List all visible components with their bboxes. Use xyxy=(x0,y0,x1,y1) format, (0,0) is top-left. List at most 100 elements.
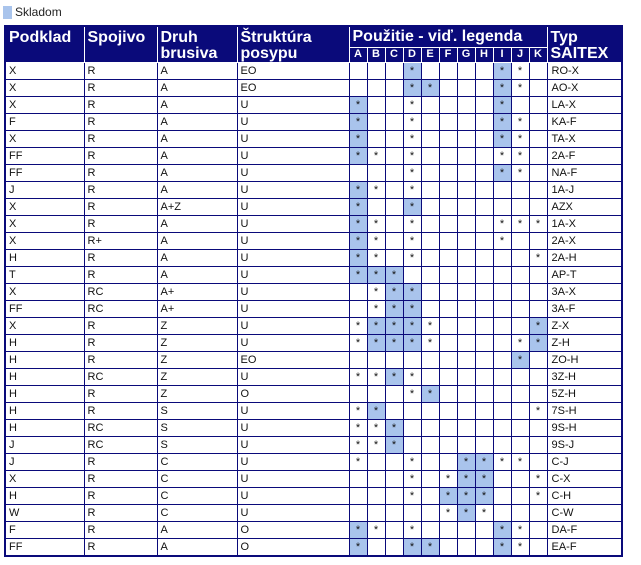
cell-druh-brusiva: A xyxy=(156,181,238,199)
cell-podklad: H xyxy=(4,487,85,505)
cell-usage-b xyxy=(366,538,386,557)
cell-usage-i: * xyxy=(492,62,512,80)
cell-usage-b: * xyxy=(366,147,386,165)
cell-usage-h xyxy=(474,334,494,352)
cell-usage-i xyxy=(492,402,512,420)
cell-usage-f xyxy=(438,62,458,80)
cell-druh-brusiva: S xyxy=(156,419,238,437)
table-row: H R A U * * * * 2A-H xyxy=(4,249,623,267)
cell-typ-saitex: 1A-J xyxy=(546,181,623,199)
cell-druh-brusiva: A xyxy=(156,96,238,114)
cell-podklad: X xyxy=(4,62,85,80)
cell-usage-h xyxy=(474,164,494,182)
cell-struktura-posypu: U xyxy=(236,453,350,471)
cell-spojivo: R xyxy=(83,504,158,522)
cell-usage-k xyxy=(528,283,548,301)
cell-usage-k: * xyxy=(528,215,548,233)
cell-usage-b: * xyxy=(366,181,386,199)
cell-usage-a: * xyxy=(348,181,368,199)
cell-podklad: F xyxy=(4,113,85,131)
legend-label: Skladom xyxy=(15,5,62,19)
cell-usage-f: * xyxy=(438,504,458,522)
cell-usage-f: * xyxy=(438,470,458,488)
cell-usage-e xyxy=(420,96,440,114)
cell-usage-c: * xyxy=(384,300,404,318)
cell-usage-i: * xyxy=(492,79,512,97)
col-header-usage-b: B xyxy=(366,47,386,63)
cell-usage-d: * xyxy=(402,79,422,97)
cell-typ-saitex: ZO-H xyxy=(546,351,623,369)
cell-typ-saitex: LA-X xyxy=(546,96,623,114)
cell-usage-g xyxy=(456,96,476,114)
cell-usage-b: * xyxy=(366,368,386,386)
cell-usage-k xyxy=(528,147,548,165)
cell-druh-brusiva: A+ xyxy=(156,300,238,318)
cell-usage-d: * xyxy=(402,249,422,267)
cell-usage-k xyxy=(528,419,548,437)
cell-usage-c xyxy=(384,79,404,97)
cell-podklad: FF xyxy=(4,147,85,165)
cell-usage-c xyxy=(384,470,404,488)
cell-usage-e: * xyxy=(420,538,440,557)
cell-druh-brusiva: Z xyxy=(156,334,238,352)
cell-usage-i: * xyxy=(492,96,512,114)
cell-druh-brusiva: Z xyxy=(156,368,238,386)
cell-usage-h xyxy=(474,385,494,403)
table-row: X R+ A U * * * * 2A-X xyxy=(4,232,623,250)
cell-usage-f xyxy=(438,317,458,335)
cell-druh-brusiva: S xyxy=(156,436,238,454)
cell-usage-k xyxy=(528,368,548,386)
cell-usage-f xyxy=(438,334,458,352)
table-row: T R A U * * * AP-T xyxy=(4,266,623,284)
cell-usage-k xyxy=(528,96,548,114)
cell-usage-f xyxy=(438,351,458,369)
cell-podklad: J xyxy=(4,436,85,454)
cell-usage-b xyxy=(366,164,386,182)
table-row: W R C U * * * C-W xyxy=(4,504,623,522)
cell-struktura-posypu: U xyxy=(236,504,350,522)
cell-usage-c xyxy=(384,521,404,539)
cell-usage-e xyxy=(420,249,440,267)
cell-usage-i xyxy=(492,504,512,522)
cell-usage-k: * xyxy=(528,249,548,267)
cell-druh-brusiva: A xyxy=(156,249,238,267)
cell-typ-saitex: Z-X xyxy=(546,317,623,335)
cell-usage-k xyxy=(528,436,548,454)
cell-usage-j: * xyxy=(510,62,530,80)
cell-struktura-posypu: U xyxy=(236,419,350,437)
cell-typ-saitex: RO-X xyxy=(546,62,623,80)
cell-spojivo: RC xyxy=(83,368,158,386)
cell-usage-k: * xyxy=(528,487,548,505)
cell-usage-h xyxy=(474,130,494,148)
cell-usage-c xyxy=(384,385,404,403)
cell-usage-h xyxy=(474,402,494,420)
cell-usage-j: * xyxy=(510,130,530,148)
cell-usage-a: * xyxy=(348,113,368,131)
cell-usage-c xyxy=(384,198,404,216)
cell-usage-a xyxy=(348,300,368,318)
cell-usage-k xyxy=(528,232,548,250)
cell-usage-i: * xyxy=(492,453,512,471)
cell-usage-d xyxy=(402,436,422,454)
cell-usage-f xyxy=(438,436,458,454)
cell-typ-saitex: 7S-H xyxy=(546,402,623,420)
cell-spojivo: R xyxy=(83,317,158,335)
table-row: X R A U * * * LA-X xyxy=(4,96,623,114)
cell-usage-e xyxy=(420,368,440,386)
cell-typ-saitex: NA-F xyxy=(546,164,623,182)
cell-usage-d: * xyxy=(402,130,422,148)
cell-usage-j xyxy=(510,96,530,114)
cell-usage-f xyxy=(438,385,458,403)
cell-usage-f xyxy=(438,215,458,233)
cell-usage-i xyxy=(492,249,512,267)
cell-usage-h xyxy=(474,521,494,539)
cell-usage-i xyxy=(492,283,512,301)
table-row: H R Z O * * 5Z-H xyxy=(4,385,623,403)
cell-usage-h xyxy=(474,62,494,80)
cell-usage-g xyxy=(456,130,476,148)
col-header-struktura-posypu: Štruktúra posypu xyxy=(236,25,350,63)
cell-usage-j xyxy=(510,266,530,284)
cell-usage-f xyxy=(438,249,458,267)
cell-usage-i xyxy=(492,300,512,318)
cell-usage-h xyxy=(474,113,494,131)
